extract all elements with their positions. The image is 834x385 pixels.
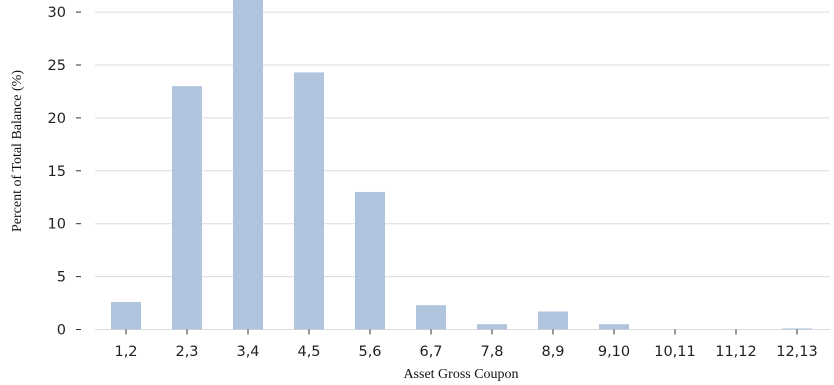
bar-5-6 [355, 191, 385, 330]
x-tick-label-2-3: 2,3 [175, 344, 198, 360]
x-tick-label-12-13: 12,13 [776, 344, 818, 360]
y-axis-title: Percent of Total Balance (%) [10, 70, 25, 232]
bar-4-5 [294, 72, 324, 330]
x-axis-title: Asset Gross Coupon [403, 367, 518, 382]
x-tick-label-11-12: 11,12 [715, 344, 757, 360]
y-tick-label-25: 25 [48, 58, 66, 74]
bar-12-13 [782, 328, 812, 330]
y-tick-label-20: 20 [48, 111, 66, 127]
x-axis: 1,2 2,3 3,4 4,5 5,6 6,7 7,8 8,9 9,10 10,11 11,12 12… [114, 329, 818, 360]
x-tick-label-5-6: 5,6 [358, 344, 381, 360]
bar-6-7 [416, 305, 446, 330]
bars [111, 0, 812, 330]
x-tick-label-7-8: 7,8 [480, 344, 503, 360]
x-tick-label-1-2: 1,2 [114, 344, 137, 360]
bar-8-9 [538, 311, 568, 330]
y-axis: 0 5 10 15 20 25 30 [48, 5, 81, 339]
y-tick-label-10: 10 [48, 217, 66, 233]
x-tick-label-6-7: 6,7 [419, 344, 442, 360]
y-tick-label-30: 30 [48, 5, 66, 21]
bar-3-4 [233, 0, 263, 330]
bar-7-8 [477, 324, 507, 330]
x-tick-label-3-4: 3,4 [236, 344, 259, 360]
y-tick-label-15: 15 [48, 164, 66, 180]
bar-9-10 [599, 324, 629, 330]
x-tick-label-10-11: 10,11 [654, 344, 696, 360]
x-tick-label-9-10: 9,10 [598, 344, 630, 360]
y-tick-label-0: 0 [57, 323, 66, 339]
x-tick-label-4-5: 4,5 [297, 344, 320, 360]
gridlines [95, 11, 830, 330]
bar-1-2 [111, 301, 141, 330]
x-tick-label-8-9: 8,9 [541, 344, 564, 360]
y-tick-label-5: 5 [57, 270, 66, 286]
bar-2-3 [172, 86, 202, 330]
